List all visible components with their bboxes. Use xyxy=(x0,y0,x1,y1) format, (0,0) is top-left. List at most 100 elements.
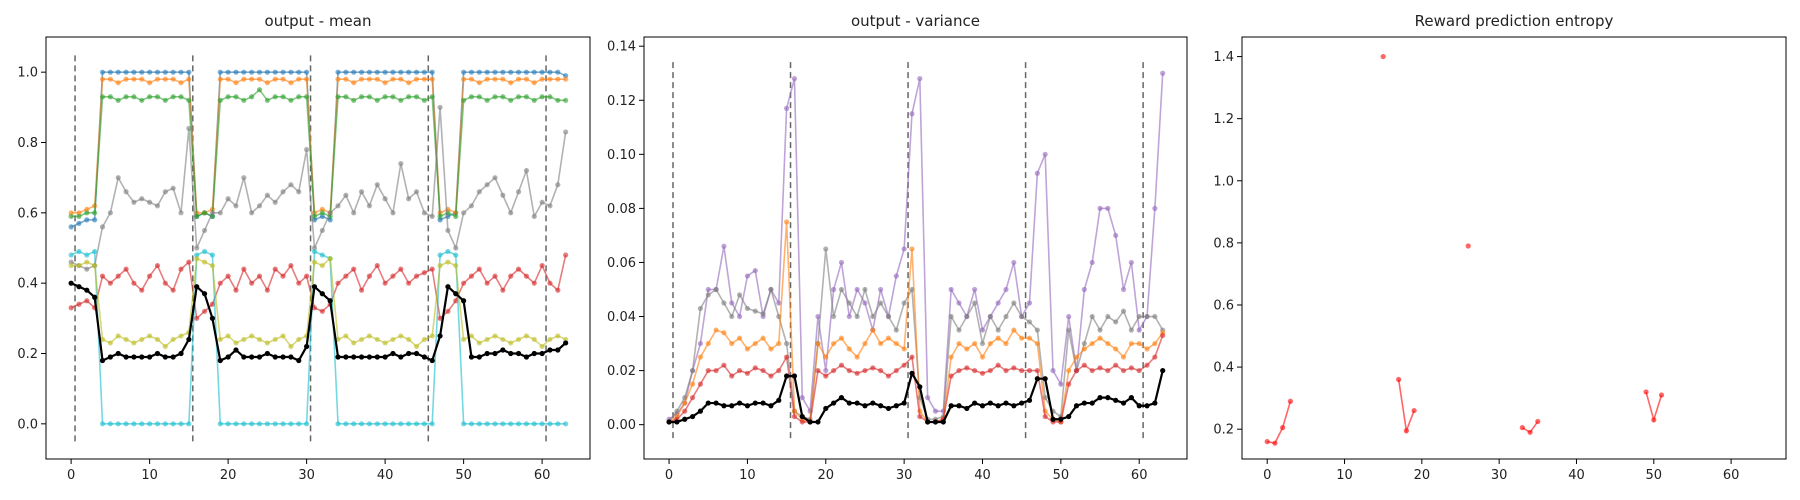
data-point xyxy=(107,69,113,75)
data-point xyxy=(1019,313,1025,320)
data-point xyxy=(846,346,852,352)
data-point xyxy=(170,421,176,427)
data-point xyxy=(523,333,530,339)
data-point xyxy=(500,336,506,343)
data-point xyxy=(429,421,435,427)
data-point xyxy=(296,94,302,100)
data-point xyxy=(256,76,263,82)
data-point xyxy=(445,259,451,265)
data-point xyxy=(484,350,490,357)
data-point xyxy=(1144,403,1150,409)
data-point xyxy=(131,94,137,100)
data-point xyxy=(296,280,302,286)
data-point xyxy=(139,196,145,202)
data-point xyxy=(147,421,153,427)
data-point xyxy=(909,354,915,360)
data-point xyxy=(343,94,349,100)
data-point xyxy=(909,370,915,376)
data-point xyxy=(721,403,727,409)
data-point xyxy=(154,336,161,343)
data-point xyxy=(351,421,357,427)
data-point xyxy=(335,94,341,100)
data-point xyxy=(515,266,522,272)
data-point xyxy=(776,300,782,306)
data-point xyxy=(1272,440,1278,446)
data-point xyxy=(508,273,514,279)
data-point xyxy=(107,340,113,346)
data-point xyxy=(335,76,341,82)
data-point xyxy=(311,213,318,219)
series-line xyxy=(70,254,567,320)
data-point xyxy=(846,313,852,320)
data-point xyxy=(484,280,490,286)
data-point xyxy=(382,421,388,427)
data-point xyxy=(421,354,427,360)
data-point xyxy=(107,354,113,360)
data-point xyxy=(343,192,349,198)
data-point xyxy=(107,210,113,216)
data-point xyxy=(256,203,263,209)
data-point xyxy=(249,69,255,75)
data-point xyxy=(374,76,380,82)
x-tick-label: 50 xyxy=(1053,468,1070,483)
data-point xyxy=(823,405,829,412)
data-point xyxy=(343,76,349,82)
data-point xyxy=(209,252,216,258)
data-point xyxy=(948,403,954,409)
data-point xyxy=(1280,425,1286,431)
series-line xyxy=(1397,379,1415,434)
data-point xyxy=(319,252,325,258)
series-line xyxy=(669,370,1164,424)
data-point xyxy=(99,421,106,427)
data-point xyxy=(878,300,884,306)
data-point xyxy=(351,266,357,272)
data-point xyxy=(476,94,482,100)
data-point xyxy=(893,403,899,409)
data-point xyxy=(123,94,129,100)
data-point xyxy=(304,76,310,82)
data-point xyxy=(1136,340,1142,347)
data-point xyxy=(217,69,223,75)
data-point xyxy=(249,333,255,339)
y-tick-label: 0.6 xyxy=(1213,298,1234,313)
data-point xyxy=(523,94,530,100)
data-point xyxy=(194,284,200,290)
data-point xyxy=(123,266,129,272)
data-point xyxy=(233,347,239,353)
data-point xyxy=(461,69,467,75)
data-point xyxy=(885,313,892,320)
data-point xyxy=(123,76,129,82)
data-point xyxy=(115,350,121,357)
data-point xyxy=(445,227,451,234)
data-point xyxy=(1042,413,1048,420)
data-point xyxy=(154,76,161,82)
data-point xyxy=(1120,400,1127,406)
y-tick-label: 1.0 xyxy=(17,66,38,81)
data-point xyxy=(84,252,90,258)
data-point xyxy=(531,80,537,86)
data-point xyxy=(948,286,954,293)
x-tick-label: 0 xyxy=(67,468,75,483)
data-point xyxy=(225,354,231,360)
data-point xyxy=(1042,376,1048,382)
data-point xyxy=(736,292,743,298)
data-point xyxy=(846,400,852,406)
data-point xyxy=(68,213,74,219)
data-point xyxy=(1136,403,1142,409)
data-point xyxy=(186,125,192,132)
data-point xyxy=(862,367,868,374)
data-point xyxy=(1128,259,1134,266)
data-point xyxy=(1026,335,1033,341)
data-point xyxy=(92,210,98,216)
data-point xyxy=(217,210,223,216)
data-point xyxy=(390,94,396,100)
data-point xyxy=(170,76,176,82)
data-point xyxy=(115,333,121,339)
data-point xyxy=(555,76,561,82)
data-point xyxy=(327,210,333,216)
data-point xyxy=(705,340,711,347)
data-point xyxy=(296,189,302,195)
data-point xyxy=(815,419,821,425)
data-point xyxy=(956,340,962,347)
data-point xyxy=(563,340,569,346)
